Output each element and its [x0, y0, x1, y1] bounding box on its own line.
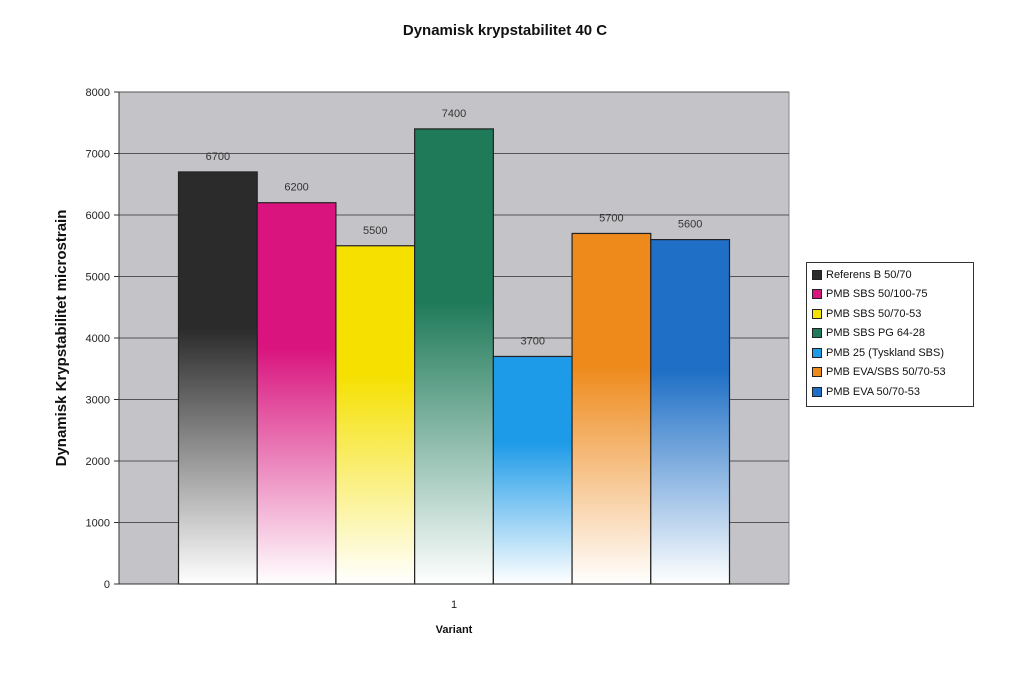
- data-label: 6700: [206, 151, 230, 163]
- axes: 0 1000 2000 3000 4000 5000 6000 7000 8000 1: [86, 87, 789, 611]
- y-tick-label: 1000: [86, 518, 110, 530]
- legend-label: PMB SBS 50/70-53: [826, 307, 922, 320]
- y-axis-title: Dynamisk Krypstabilitet microstrain: [53, 210, 70, 467]
- legend-item: PMB SBS PG 64-28: [807, 324, 973, 344]
- legend: Referens B 50/70 PMB SBS 50/100-75 PMB SBS…: [806, 262, 974, 407]
- y-tick-label: 0: [104, 579, 110, 591]
- legend-item: PMB 25 (Tyskland SBS): [807, 343, 973, 363]
- legend-swatch: [812, 289, 822, 300]
- legend-label: PMB 25 (Tyskland SBS): [826, 346, 944, 359]
- data-label: 5500: [363, 225, 387, 237]
- legend-label: PMB SBS PG 64-28: [826, 327, 926, 340]
- data-label: 6200: [284, 182, 308, 194]
- y-tick-label: 8000: [86, 87, 110, 99]
- legend-label: PMB EVA/SBS 50/70-53: [826, 366, 946, 379]
- legend-item: Referens B 50/70: [807, 265, 973, 285]
- legend-swatch: [812, 308, 822, 319]
- legend-swatch: [812, 367, 822, 378]
- x-tick-label: 1: [451, 599, 457, 611]
- legend-item: PMB SBS 50/70-53: [807, 304, 973, 324]
- y-tick-label: 5000: [86, 272, 110, 284]
- data-label: 7400: [442, 108, 466, 120]
- y-tick-label: 3000: [86, 395, 110, 407]
- legend-item: PMB EVA 50/70-53: [807, 382, 973, 402]
- bar: [414, 128, 494, 585]
- legend-item: PMB SBS 50/100-75: [807, 285, 973, 305]
- y-tick-label: 4000: [86, 333, 110, 345]
- legend-label: PMB EVA 50/70-53: [826, 385, 920, 398]
- legend-swatch: [812, 347, 822, 358]
- bar: [335, 245, 416, 585]
- data-label: 5600: [678, 219, 702, 231]
- y-tick-label: 2000: [86, 456, 110, 468]
- data-labels: 6700 6200 5500 7400 3700 5700 5600: [206, 108, 703, 348]
- legend-swatch: [812, 328, 822, 339]
- legend-label: PMB SBS 50/100-75: [826, 288, 928, 301]
- legend-label: Referens B 50/70: [826, 268, 912, 281]
- bars: [177, 128, 731, 585]
- bar: [256, 202, 337, 585]
- data-label: 3700: [520, 335, 544, 347]
- bar: [650, 239, 731, 585]
- legend-swatch: [812, 269, 822, 280]
- legend-swatch: [812, 386, 822, 397]
- x-axis-title: Variant: [436, 624, 473, 636]
- data-label: 5700: [599, 212, 623, 224]
- y-tick-label: 6000: [86, 210, 110, 222]
- chart-title: Dynamisk krypstabilitet 40 C: [402, 22, 608, 39]
- y-tick-label: 7000: [86, 149, 110, 161]
- bar: [492, 355, 573, 585]
- legend-item: PMB EVA/SBS 50/70-53: [807, 363, 973, 383]
- bar: [177, 171, 258, 585]
- bar: [571, 232, 652, 585]
